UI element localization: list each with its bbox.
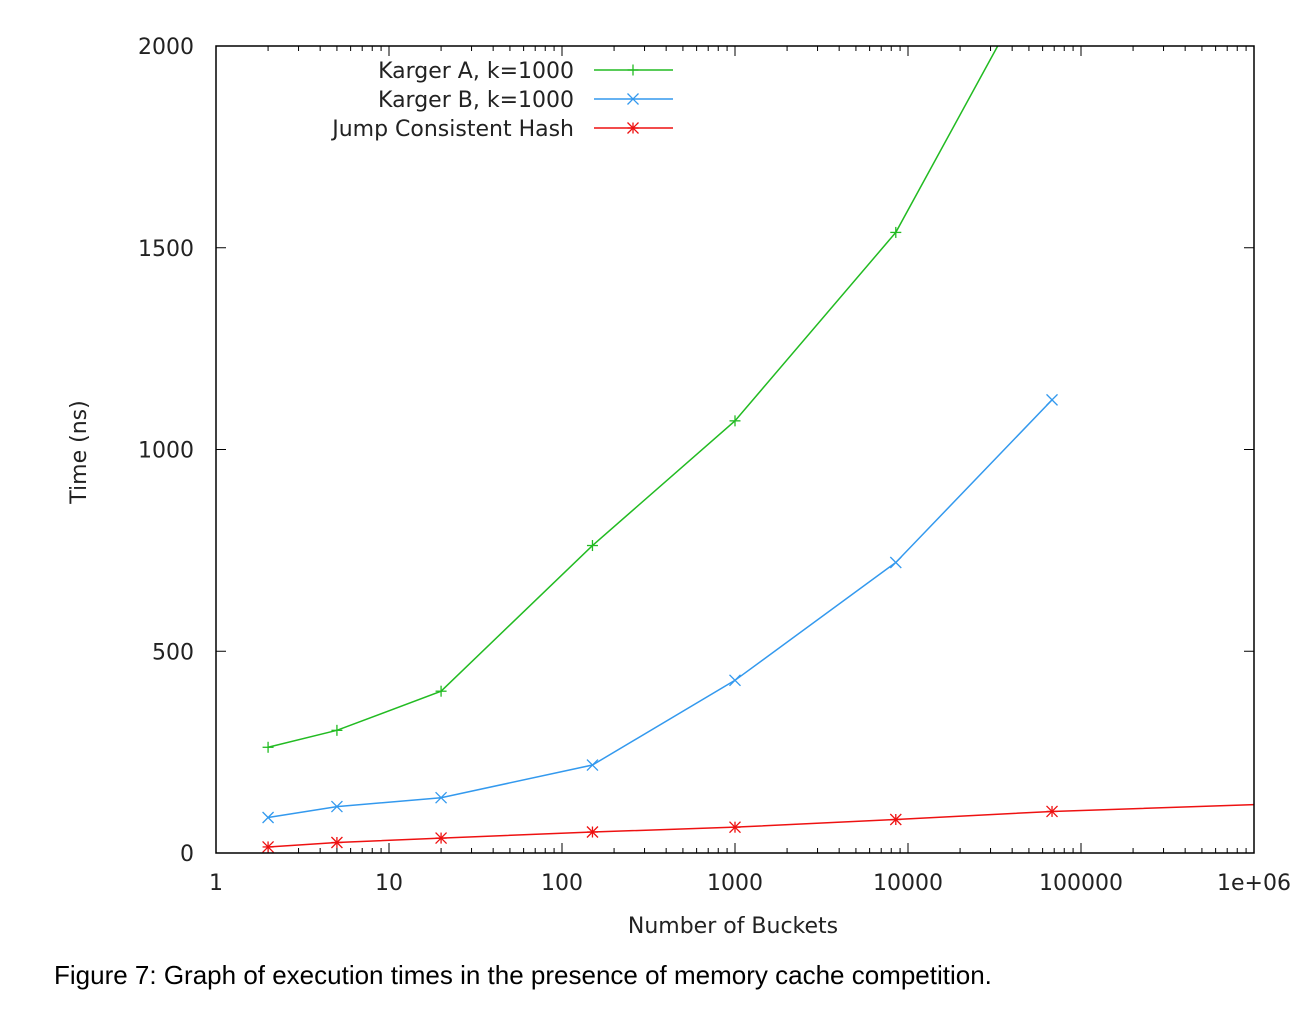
data-point xyxy=(262,840,275,853)
x-axis-title: Number of Buckets xyxy=(628,914,838,939)
legend-label: Karger A, k=1000 xyxy=(378,59,574,84)
tick-marks xyxy=(215,45,1255,854)
x-tick-label: 100000 xyxy=(1039,871,1123,896)
legend: Karger A, k=1000 Karger B, k=1000 Jump Con… xyxy=(330,59,673,142)
data-point xyxy=(1046,393,1058,406)
x-tick-label: 1000 xyxy=(707,871,763,896)
data-point xyxy=(586,826,599,838)
legend-entry: Karger A, k=1000 xyxy=(378,59,673,84)
tick-labels: 1 10 100 1000 10000 100000 1e+06 0 500 1000 1500 20… xyxy=(138,35,1291,896)
x-tick-label: 1 xyxy=(209,871,223,896)
x-tick-label: 1e+06 xyxy=(1217,871,1291,896)
series-0 xyxy=(262,45,999,753)
data-point xyxy=(262,811,275,824)
legend-entry: Jump Consistent Hash xyxy=(330,117,673,142)
legend-label: Karger B, k=1000 xyxy=(378,88,574,113)
legend-label: Jump Consistent Hash xyxy=(330,117,574,142)
x-tick-label: 100 xyxy=(541,871,583,896)
data-point xyxy=(1046,805,1058,818)
data-point xyxy=(586,540,598,552)
data-point xyxy=(627,122,639,134)
data-point xyxy=(331,724,343,736)
series-2 xyxy=(262,803,1255,853)
series-layer xyxy=(262,45,1255,853)
series-1 xyxy=(262,393,1058,824)
y-axis-title: Time (ns) xyxy=(67,400,92,504)
data-point xyxy=(627,93,639,105)
data-point xyxy=(889,556,902,569)
figure-caption: Figure 7: Graph of execution times in th… xyxy=(54,960,992,990)
x-tick-label: 10000 xyxy=(873,871,943,896)
data-point xyxy=(890,226,902,238)
y-tick-label: 500 xyxy=(152,640,194,665)
series-line xyxy=(267,399,1053,819)
data-point xyxy=(889,813,902,826)
y-tick-label: 1500 xyxy=(138,237,194,262)
series-line xyxy=(268,803,1255,848)
plot-frame xyxy=(215,45,1255,854)
data-point xyxy=(330,836,343,849)
y-tick-label: 2000 xyxy=(138,35,194,60)
data-point xyxy=(627,64,639,76)
legend-entry: Karger B, k=1000 xyxy=(378,88,673,113)
data-point xyxy=(729,674,741,687)
y-tick-label: 0 xyxy=(180,842,194,867)
x-tick-label: 10 xyxy=(375,871,403,896)
data-point xyxy=(435,791,448,804)
data-point xyxy=(729,821,741,834)
data-point xyxy=(435,832,448,845)
data-point xyxy=(435,685,447,697)
data-point xyxy=(330,800,343,813)
data-point xyxy=(586,759,599,771)
series-line xyxy=(267,45,999,749)
data-point xyxy=(729,415,741,427)
y-tick-label: 1000 xyxy=(138,439,194,464)
data-point xyxy=(262,741,274,753)
